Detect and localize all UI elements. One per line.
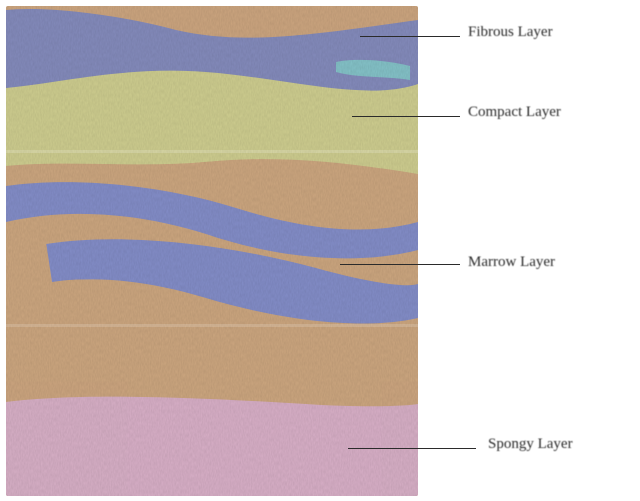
label-compact: Compact Layer	[468, 104, 561, 121]
label-spongy: Spongy Layer	[488, 436, 573, 453]
label-marrow-lower: Marrow Layer	[468, 254, 555, 271]
histology-image	[6, 6, 418, 496]
label-fibrous: Fibrous Layer	[468, 24, 553, 41]
figure-root: Fibrous Layer Compact Layer Marrow Layer Sp…	[0, 0, 640, 501]
tissue-svg	[6, 6, 418, 496]
